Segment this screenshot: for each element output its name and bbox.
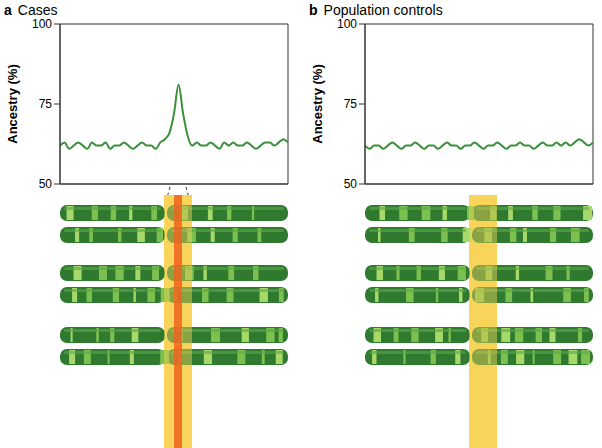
html-text:b Population controls: b Population controls — [309, 2, 443, 18]
svg-text:100: 100 — [32, 17, 52, 31]
html-text:a Cases: a Cases — [4, 2, 58, 18]
svg-text:50: 50 — [344, 177, 358, 191]
svg-text:50: 50 — [39, 177, 53, 191]
svg-text:75: 75 — [39, 97, 53, 111]
svg-text:75: 75 — [344, 97, 358, 111]
svg-text:100: 100 — [337, 17, 357, 31]
svg-text:Ancestry (%): Ancestry (%) — [310, 64, 325, 143]
svg-text:Ancestry (%): Ancestry (%) — [5, 64, 20, 143]
